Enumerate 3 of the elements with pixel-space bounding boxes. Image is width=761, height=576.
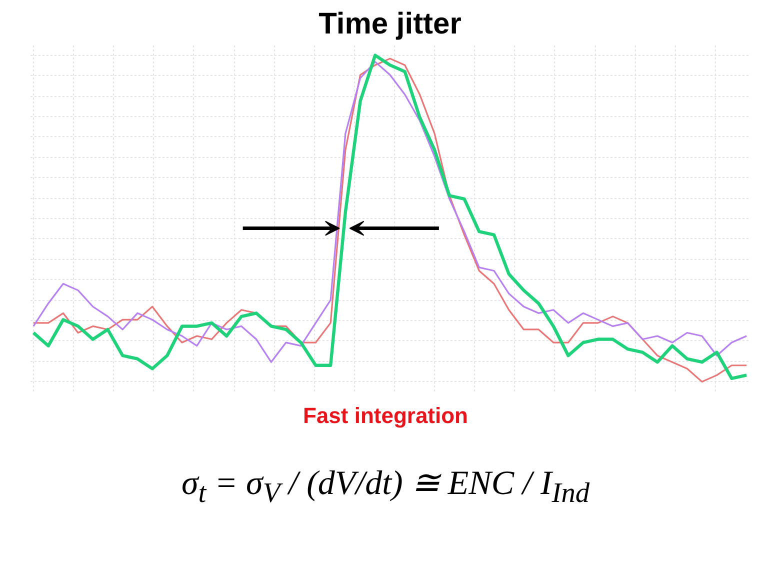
chart-title: Time jitter	[318, 8, 462, 40]
text: σ$_{t}$ = σ$_{V}$ / (dV/dt) ≅ ENC / I$_{Ind}$	[181, 464, 590, 511]
text: Fast integration	[302, 402, 468, 430]
